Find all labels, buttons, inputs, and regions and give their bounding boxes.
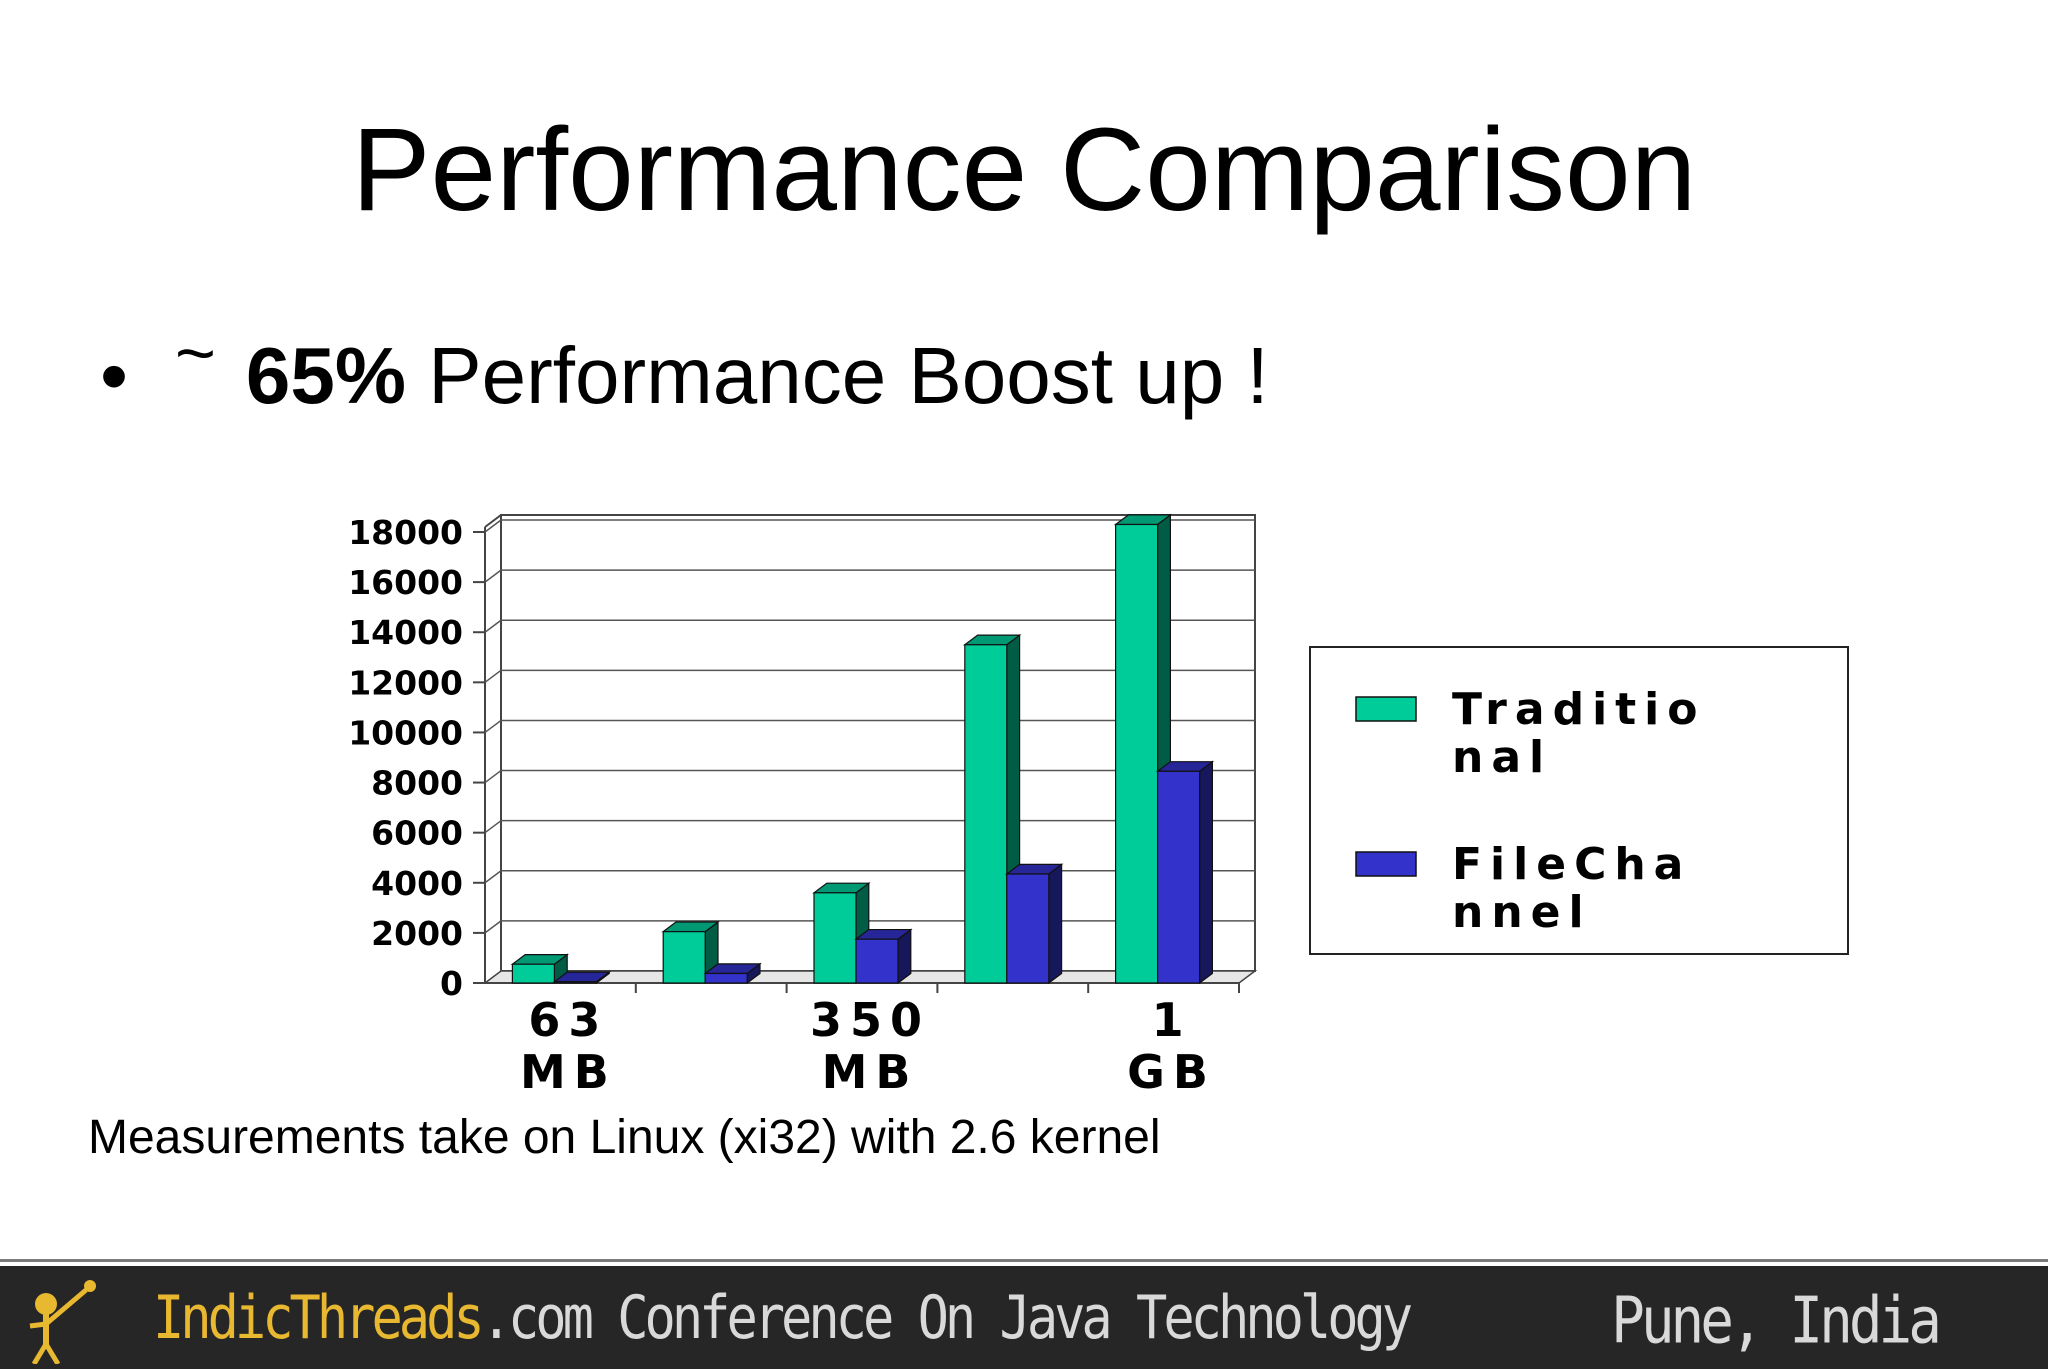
y-axis-top-edge: [484, 514, 502, 528]
stick-figure-logo-icon: [29, 1280, 96, 1364]
y-tick-label: 6000: [371, 814, 463, 853]
x-tick-label: 1: [1152, 993, 1192, 1047]
x-tick-label: 63: [528, 993, 608, 1047]
footer-site-rest: .com Conference On Java Technology: [480, 1284, 1413, 1353]
legend-label: nal: [1452, 732, 1552, 783]
bullet-icon: •: [100, 331, 129, 420]
bar: [855, 938, 899, 984]
bar-side: [1048, 863, 1063, 985]
x-tick-label: 350: [810, 993, 930, 1047]
y-tick-label: 2000: [371, 914, 463, 953]
gridline-side: [484, 619, 502, 633]
footer-bar: IndicThreads.com Conference On Java Tech…: [0, 1262, 2048, 1369]
bar-chart: 0 2000 4000 6000 8000 10000 12000 14000 16000 180…: [348, 513, 1849, 1099]
gridline-side: [484, 719, 502, 734]
measurement-note: Measurements take on Linux (xi32) with 2…: [88, 1111, 1161, 1164]
y-tick-label: 8000: [371, 764, 463, 803]
x-tick-label: GB: [1127, 1045, 1216, 1099]
bar: [511, 963, 556, 984]
bar: [704, 972, 748, 984]
footer-location: Pune, India: [1611, 1284, 1942, 1359]
gridline-side: [484, 920, 502, 934]
slide-title: Performance Comparison: [351, 104, 1697, 236]
gridline-side: [484, 669, 502, 683]
x-tick-label: MB: [520, 1045, 617, 1099]
bar: [964, 644, 1008, 984]
y-tick-label: 0: [440, 964, 463, 1003]
footer-site-text: IndicThreads.com Conference On Java Tech…: [153, 1284, 1413, 1353]
bar-side: [1198, 760, 1214, 985]
footer-brand: IndicThreads: [153, 1284, 485, 1353]
y-tick-label: 14000: [348, 613, 463, 652]
legend-label: FileCha: [1452, 839, 1691, 890]
bar: [662, 931, 706, 984]
bar: [553, 981, 598, 984]
bar: [1006, 873, 1050, 984]
bar: [813, 892, 857, 984]
legend-label: nnel: [1452, 887, 1592, 938]
y-tick-label: 18000: [348, 513, 463, 552]
gridline-side: [484, 519, 502, 533]
gridline-side: [484, 820, 502, 834]
y-tick-label: 12000: [348, 663, 463, 702]
gridline-side: [484, 569, 502, 583]
gridline-side: [484, 870, 502, 884]
legend-swatch: [1355, 696, 1417, 722]
gridline-side: [484, 769, 502, 784]
y-tick-label: 10000: [348, 713, 463, 752]
y-tick-label: 4000: [371, 864, 463, 903]
bar: [1114, 523, 1159, 984]
bullet-bold-value: 65%: [245, 331, 407, 420]
bullet-point: • ~65% Performance Boost up !: [100, 314, 1269, 425]
legend-label: Traditio: [1452, 684, 1706, 735]
bar: [1156, 770, 1201, 984]
bullet-text: Performance Boost up !: [428, 331, 1269, 420]
y-tick-label: 16000: [348, 563, 463, 602]
legend-swatch: [1355, 851, 1417, 877]
bullet-tilde: ~: [175, 314, 216, 392]
x-tick-label: MB: [822, 1045, 919, 1099]
